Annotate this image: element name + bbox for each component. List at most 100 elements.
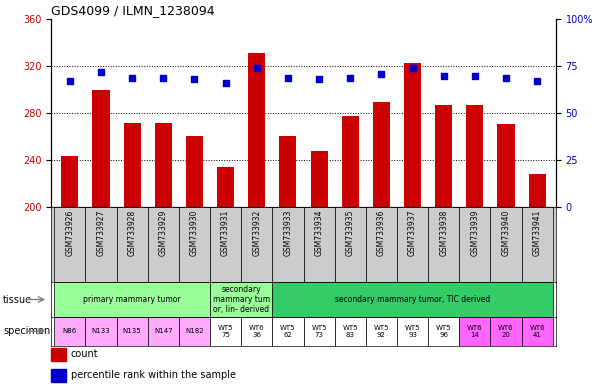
- Text: N147: N147: [154, 328, 172, 334]
- Bar: [373, 101, 390, 384]
- Point: [221, 80, 230, 86]
- Text: primary mammary tumor: primary mammary tumor: [84, 295, 181, 304]
- Bar: [311, 151, 328, 384]
- Text: specimen: specimen: [3, 326, 50, 336]
- Text: GDS4099 / ILMN_1238094: GDS4099 / ILMN_1238094: [51, 3, 215, 17]
- Text: N182: N182: [185, 328, 204, 334]
- Text: WT6
14: WT6 14: [467, 325, 483, 338]
- Point: [252, 65, 261, 71]
- Bar: [61, 156, 78, 384]
- Bar: [272, 317, 304, 346]
- Point: [377, 71, 386, 77]
- Bar: [366, 207, 397, 282]
- Point: [65, 78, 75, 84]
- Point: [532, 78, 542, 84]
- Point: [314, 76, 324, 83]
- Bar: [490, 207, 522, 282]
- Bar: [241, 317, 272, 346]
- Text: WT6
41: WT6 41: [529, 325, 545, 338]
- Bar: [279, 136, 296, 384]
- Bar: [404, 63, 421, 384]
- Point: [127, 74, 137, 81]
- Text: GSM733930: GSM733930: [190, 210, 199, 256]
- Bar: [459, 317, 490, 346]
- Point: [470, 73, 480, 79]
- Bar: [335, 207, 366, 282]
- Text: GSM733937: GSM733937: [408, 210, 417, 256]
- Bar: [179, 207, 210, 282]
- Text: GSM733932: GSM733932: [252, 210, 261, 256]
- Point: [283, 74, 293, 81]
- Bar: [490, 317, 522, 346]
- Text: WT5
92: WT5 92: [374, 325, 389, 338]
- Bar: [154, 123, 172, 384]
- Bar: [85, 207, 117, 282]
- Bar: [54, 282, 210, 317]
- Bar: [51, 369, 66, 382]
- Bar: [51, 348, 66, 361]
- Text: N86: N86: [63, 328, 77, 334]
- Point: [346, 74, 355, 81]
- Point: [159, 74, 168, 81]
- Bar: [148, 207, 179, 282]
- Text: secondary mammary tumor, TIC derived: secondary mammary tumor, TIC derived: [335, 295, 490, 304]
- Point: [501, 74, 511, 81]
- Bar: [459, 207, 490, 282]
- Bar: [529, 174, 546, 384]
- Point: [439, 73, 448, 79]
- Bar: [522, 317, 553, 346]
- Text: WT5
62: WT5 62: [280, 325, 296, 338]
- Bar: [342, 116, 359, 384]
- Bar: [210, 207, 241, 282]
- Bar: [428, 207, 459, 282]
- Bar: [397, 317, 428, 346]
- Text: WT5
83: WT5 83: [343, 325, 358, 338]
- Text: WT5
96: WT5 96: [436, 325, 451, 338]
- Bar: [186, 136, 203, 384]
- Bar: [272, 282, 553, 317]
- Bar: [179, 317, 210, 346]
- Bar: [335, 317, 366, 346]
- Bar: [85, 317, 117, 346]
- Text: GSM733928: GSM733928: [127, 210, 136, 256]
- Bar: [54, 207, 85, 282]
- Bar: [498, 124, 514, 384]
- Text: GSM733938: GSM733938: [439, 210, 448, 256]
- Text: secondary
mammary tum
or, lin- derived: secondary mammary tum or, lin- derived: [213, 285, 270, 314]
- Point: [190, 76, 200, 83]
- Text: GSM733939: GSM733939: [471, 210, 480, 256]
- Bar: [304, 317, 335, 346]
- Bar: [117, 207, 148, 282]
- Bar: [366, 317, 397, 346]
- Text: WT5
73: WT5 73: [311, 325, 327, 338]
- Bar: [210, 282, 272, 317]
- Bar: [466, 105, 483, 384]
- Text: GSM733931: GSM733931: [221, 210, 230, 256]
- Text: WT6
20: WT6 20: [498, 325, 514, 338]
- Text: count: count: [71, 349, 99, 359]
- Bar: [397, 207, 428, 282]
- Bar: [217, 167, 234, 384]
- Text: GSM733936: GSM733936: [377, 210, 386, 256]
- Bar: [304, 207, 335, 282]
- Text: GSM733927: GSM733927: [96, 210, 105, 256]
- Text: GSM733933: GSM733933: [284, 210, 293, 256]
- Point: [407, 65, 417, 71]
- Bar: [428, 317, 459, 346]
- Text: GSM733940: GSM733940: [502, 210, 511, 256]
- Text: WT5
93: WT5 93: [405, 325, 420, 338]
- Bar: [248, 53, 265, 384]
- Bar: [54, 317, 85, 346]
- Text: N133: N133: [91, 328, 111, 334]
- Text: GSM733926: GSM733926: [66, 210, 75, 256]
- Bar: [210, 317, 241, 346]
- Bar: [148, 317, 179, 346]
- Bar: [124, 123, 141, 384]
- Text: N135: N135: [123, 328, 141, 334]
- Text: tissue: tissue: [3, 295, 32, 305]
- Text: percentile rank within the sample: percentile rank within the sample: [71, 370, 236, 380]
- Text: GSM733934: GSM733934: [314, 210, 323, 256]
- Bar: [522, 207, 553, 282]
- Text: WT5
75: WT5 75: [218, 325, 233, 338]
- Bar: [117, 317, 148, 346]
